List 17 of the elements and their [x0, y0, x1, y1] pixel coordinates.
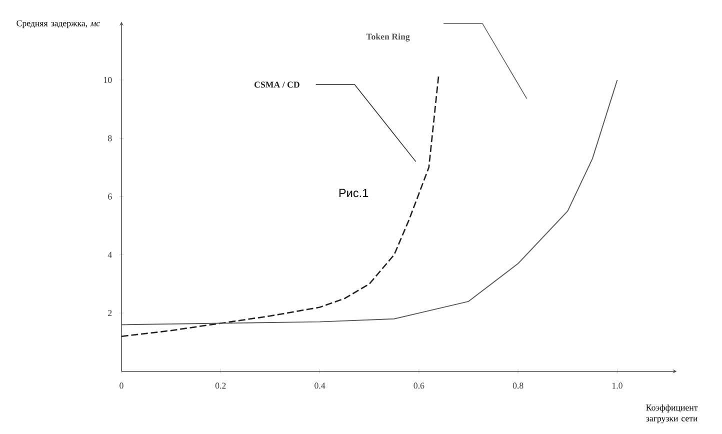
- x-tick-label: 0.8: [512, 382, 524, 389]
- x-axis-title: Коэффициент загрузки сети: [646, 404, 698, 424]
- y-axis-title: Средняя задержка, мс: [16, 20, 100, 28]
- line-series: [120, 74, 440, 338]
- y-tick-label: 2: [108, 310, 112, 316]
- annotation: Рис.1: [339, 189, 368, 198]
- x-tick-label: 1.0: [612, 382, 622, 389]
- y-tick-label: 6: [108, 194, 112, 200]
- x-tick-label: 0.6: [414, 382, 424, 389]
- x-tick-label: 0.2: [215, 382, 226, 389]
- y-tick-label: 10: [104, 77, 112, 84]
- y-tick-label: 4: [108, 252, 112, 258]
- text: Token Ring: [366, 34, 410, 42]
- x-tick-label: 0: [120, 382, 124, 389]
- y-tick-label: 8: [108, 135, 112, 142]
- text: CSMA / CD: [254, 82, 300, 88]
- x-tick-label: 0.4: [314, 382, 326, 389]
